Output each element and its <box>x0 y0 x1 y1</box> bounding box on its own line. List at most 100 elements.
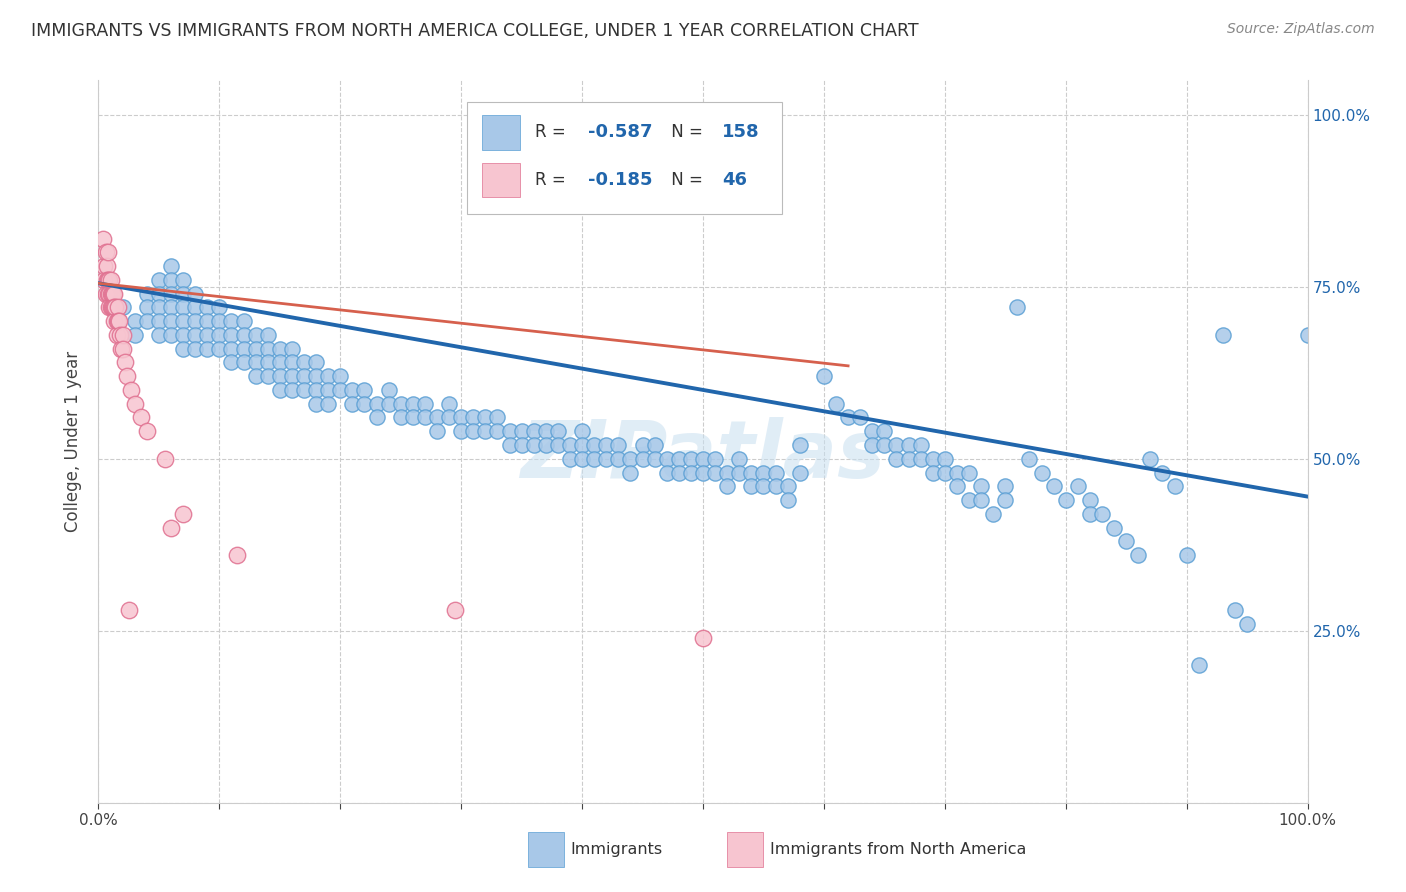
Point <box>135 286 157 301</box>
Point <box>873 424 896 438</box>
Y-axis label: College, Under 1 year: College, Under 1 year <box>65 351 83 533</box>
Point <box>100 301 122 315</box>
Point <box>342 383 364 397</box>
Point <box>305 397 328 411</box>
Point <box>716 466 738 480</box>
Point <box>523 424 546 438</box>
Point <box>486 410 509 425</box>
Point <box>728 451 751 466</box>
Point <box>1139 451 1161 466</box>
Point <box>1236 616 1258 631</box>
Point <box>377 383 399 397</box>
Point <box>96 273 118 287</box>
Point <box>153 451 176 466</box>
Point <box>221 355 243 369</box>
Point <box>558 451 581 466</box>
Point <box>105 314 128 328</box>
Point <box>256 355 278 369</box>
Point <box>148 301 170 315</box>
Point <box>644 438 666 452</box>
Point <box>111 342 134 356</box>
Point <box>148 327 170 342</box>
Point <box>921 451 943 466</box>
Point <box>946 466 969 480</box>
Point <box>474 410 496 425</box>
Point <box>849 410 872 425</box>
Point <box>776 479 799 493</box>
Point <box>789 466 811 480</box>
Point <box>752 466 775 480</box>
Text: ZIPatlas: ZIPatlas <box>520 417 886 495</box>
Point <box>910 451 932 466</box>
Point <box>450 424 472 438</box>
Point <box>221 314 243 328</box>
Point <box>994 479 1017 493</box>
Point <box>704 466 727 480</box>
Point <box>946 479 969 493</box>
Point <box>450 410 472 425</box>
Text: IMMIGRANTS VS IMMIGRANTS FROM NORTH AMERICA COLLEGE, UNDER 1 YEAR CORRELATION CH: IMMIGRANTS VS IMMIGRANTS FROM NORTH AMER… <box>31 22 918 40</box>
Point <box>886 438 908 452</box>
Point <box>269 369 291 384</box>
FancyBboxPatch shape <box>467 102 782 214</box>
Point <box>860 424 883 438</box>
Point <box>184 314 207 328</box>
Point <box>256 369 278 384</box>
Text: -0.185: -0.185 <box>588 171 652 189</box>
Point <box>98 273 121 287</box>
Point <box>1188 658 1211 673</box>
Text: 158: 158 <box>723 123 761 141</box>
Point <box>342 397 364 411</box>
Point <box>111 327 134 342</box>
Point <box>281 383 304 397</box>
Point <box>402 410 425 425</box>
Point <box>619 466 641 480</box>
Point <box>389 410 412 425</box>
Point <box>281 369 304 384</box>
Point <box>100 301 122 315</box>
Point <box>523 438 546 452</box>
Point <box>148 314 170 328</box>
Point <box>226 548 249 562</box>
Point <box>1067 479 1090 493</box>
Point <box>765 466 787 480</box>
Point <box>668 451 690 466</box>
Point <box>1091 507 1114 521</box>
Point <box>1054 493 1077 508</box>
Point <box>118 603 141 617</box>
Point <box>101 286 124 301</box>
Point <box>426 410 449 425</box>
Point <box>91 231 114 245</box>
Point <box>93 259 115 273</box>
Point <box>1163 479 1185 493</box>
Point <box>837 410 859 425</box>
Point <box>111 301 134 315</box>
Point <box>305 383 328 397</box>
Point <box>316 383 339 397</box>
Point <box>426 424 449 438</box>
Point <box>366 410 388 425</box>
Point <box>444 603 467 617</box>
Point <box>897 438 920 452</box>
FancyBboxPatch shape <box>527 832 564 867</box>
Point <box>305 355 328 369</box>
Point <box>160 327 183 342</box>
Point <box>934 451 956 466</box>
Text: Source: ZipAtlas.com: Source: ZipAtlas.com <box>1227 22 1375 37</box>
Point <box>329 383 352 397</box>
Point <box>105 327 128 342</box>
Point <box>269 355 291 369</box>
Point <box>160 259 183 273</box>
Point <box>172 301 194 315</box>
Point <box>970 493 993 508</box>
Point <box>1296 327 1319 342</box>
Point <box>117 369 139 384</box>
Point <box>172 327 194 342</box>
Point <box>607 451 630 466</box>
Point <box>195 327 218 342</box>
Point <box>104 301 127 315</box>
Point <box>292 355 315 369</box>
Point <box>353 397 375 411</box>
Point <box>96 259 118 273</box>
Point <box>98 286 121 301</box>
